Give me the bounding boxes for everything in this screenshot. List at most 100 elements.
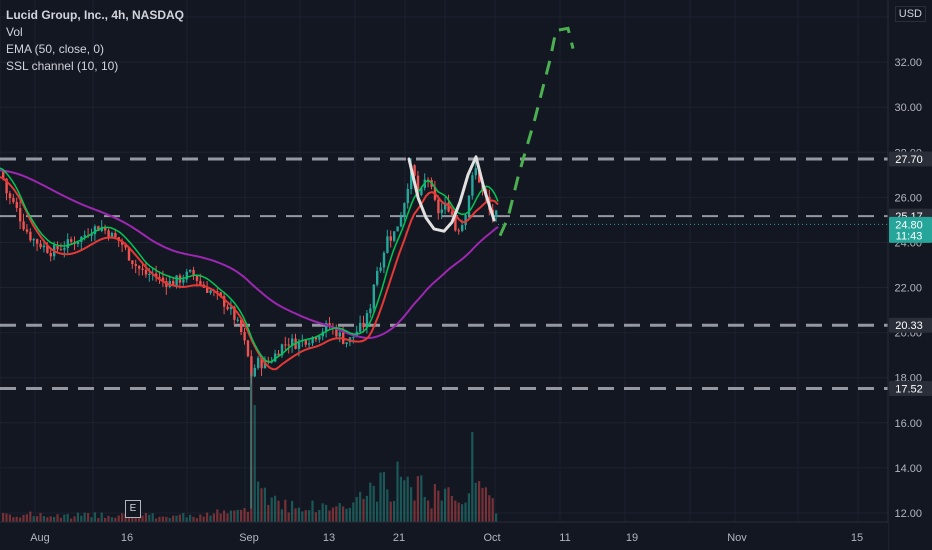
candle-body	[195, 275, 199, 281]
price-tick-label: 22.00	[894, 283, 922, 295]
volume-bar	[42, 516, 45, 522]
candle-body	[138, 265, 141, 269]
volume-bar	[274, 495, 277, 522]
candle-body	[233, 306, 236, 320]
volume-bar	[321, 503, 324, 522]
price-axis[interactable]: 12.0014.0016.0018.0020.0022.0024.0026.00…	[887, 0, 932, 550]
candle-body	[243, 331, 246, 341]
volume-bar	[495, 513, 498, 522]
time-tick-label: Sep	[239, 532, 259, 544]
cup-pattern-drawing[interactable]	[407, 155, 496, 233]
volume-bar	[331, 507, 334, 522]
volume-bar	[195, 518, 198, 522]
volume-bar	[382, 472, 385, 522]
horizontal-levels[interactable]	[0, 157, 888, 391]
volume-bar	[199, 514, 202, 522]
volume-bar	[114, 517, 117, 522]
candle-body	[250, 356, 253, 377]
level-badge-27-70-box	[889, 151, 932, 167]
candle-body	[134, 264, 137, 266]
candle-body	[229, 306, 233, 310]
candle-body	[291, 338, 294, 346]
candle-body	[318, 336, 321, 340]
currency-button[interactable]: USD	[894, 6, 926, 22]
candle-body	[382, 252, 386, 268]
candle-body	[121, 241, 124, 245]
volume-bar	[49, 516, 52, 522]
ema-line	[0, 169, 499, 340]
volume-bar	[481, 487, 484, 522]
volume-bar	[216, 509, 219, 522]
projection-arrow[interactable]	[498, 26, 575, 237]
volume-bar	[338, 503, 341, 522]
volume-bar	[314, 512, 317, 522]
candle-body	[104, 226, 107, 231]
drawings[interactable]	[407, 26, 575, 237]
volume-bar	[287, 512, 290, 522]
candle-body	[325, 323, 328, 332]
candle-body	[467, 195, 471, 215]
volume-bar	[209, 515, 212, 522]
candle-body	[114, 232, 117, 238]
candle-body	[141, 268, 144, 270]
candle-body	[410, 165, 413, 190]
time-axis-background	[0, 522, 888, 550]
volume-bar	[134, 516, 137, 522]
candle-body	[93, 226, 97, 235]
candle-body	[274, 353, 277, 362]
volume-bar	[93, 512, 96, 522]
volume-bar	[175, 515, 178, 522]
volume-bar	[467, 493, 470, 522]
volume-bar	[206, 512, 209, 522]
symbol-title[interactable]: Lucid Group, Inc., 4h, NASDAQ	[6, 8, 185, 22]
earnings-marker-icon[interactable]: E	[125, 500, 141, 518]
candle-body	[32, 239, 35, 241]
volume-bar	[263, 487, 266, 522]
level-badge-17-52-box	[889, 381, 932, 397]
candle-body	[148, 274, 151, 276]
candle-body	[308, 343, 311, 345]
candle-body	[175, 275, 178, 286]
time-axis[interactable]: Aug 16 Sep 13 21 Oct 11 19 Nov 15	[0, 521, 888, 550]
volume-bar	[83, 512, 86, 522]
volume-bar	[335, 506, 338, 522]
indicator-ema[interactable]: EMA (50, close, 0)	[6, 42, 105, 56]
candle-body	[56, 244, 59, 250]
candle-body	[182, 279, 185, 283]
candle-body	[8, 193, 12, 199]
volume-bar	[488, 495, 491, 522]
indicator-ssl[interactable]: SSL channel (10, 10)	[6, 59, 119, 73]
volume-bar	[416, 476, 419, 522]
candle-body	[471, 175, 474, 196]
candle-body	[416, 175, 420, 196]
volume-bar	[223, 510, 226, 522]
candle-body	[352, 336, 355, 338]
volume-bar	[301, 511, 304, 522]
candle-body	[403, 203, 406, 217]
chart-grid	[0, 0, 888, 522]
volume-bar	[294, 508, 297, 522]
volume-bar	[53, 516, 56, 522]
indicator-volume[interactable]: Vol	[6, 25, 23, 39]
candle-body	[389, 236, 392, 241]
volume-bar	[151, 513, 154, 522]
level-badge-17-52: 17.52	[895, 384, 923, 396]
level-badge-27-70: 27.70	[895, 154, 923, 166]
candle-body	[420, 187, 423, 196]
candle-body	[226, 306, 229, 310]
volume-bar	[379, 472, 382, 522]
candle-body	[66, 239, 69, 249]
candle-body	[144, 269, 148, 275]
candle-body	[444, 202, 447, 210]
volume-bar	[345, 508, 348, 522]
candle-body	[365, 313, 369, 328]
volume-bar	[376, 501, 379, 522]
candle-body	[110, 232, 114, 239]
candle-body	[335, 327, 338, 337]
candle-body	[440, 209, 443, 214]
volume-bar	[29, 511, 32, 522]
volume-bar	[233, 510, 236, 522]
candle-body	[39, 243, 42, 248]
